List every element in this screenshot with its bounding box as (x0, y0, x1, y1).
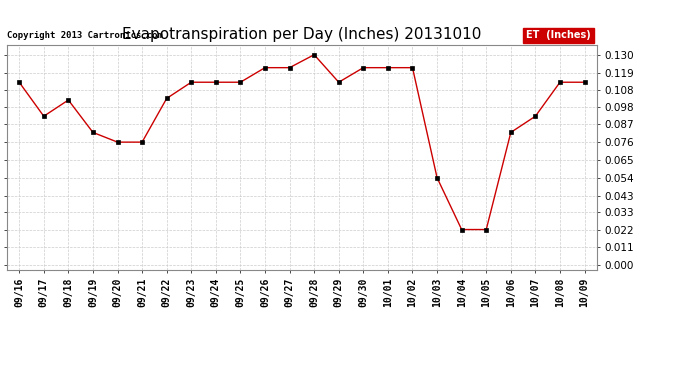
Title: Evapotranspiration per Day (Inches) 20131010: Evapotranspiration per Day (Inches) 2013… (122, 27, 482, 42)
Text: Copyright 2013 Cartronics.com: Copyright 2013 Cartronics.com (7, 32, 163, 40)
Text: ET  (Inches): ET (Inches) (526, 30, 591, 40)
